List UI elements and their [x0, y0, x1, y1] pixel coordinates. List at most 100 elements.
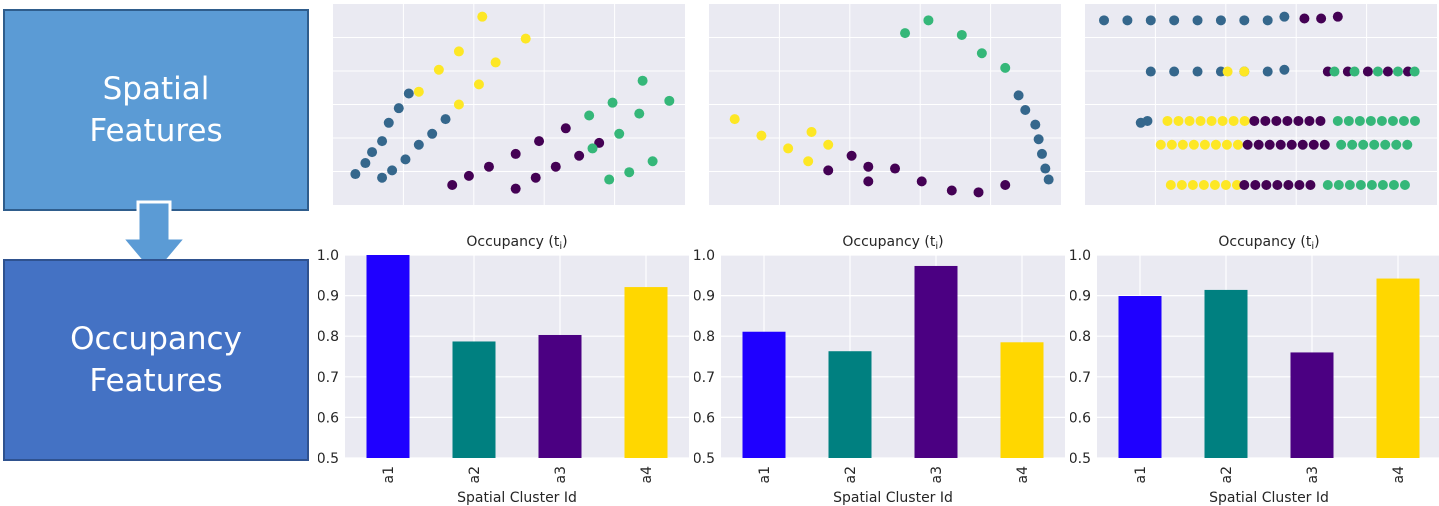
- scatter-point: [1099, 15, 1110, 26]
- scatter-point: [1020, 104, 1031, 115]
- scatter-point: [1366, 180, 1377, 191]
- scatter-point: [550, 161, 561, 172]
- y-tick-label: 0.7: [1070, 370, 1091, 386]
- scatter-point: [823, 139, 834, 150]
- scatter-point: [1145, 66, 1156, 77]
- scatter-point: [1176, 180, 1187, 191]
- bar-a2: [1204, 289, 1248, 458]
- scatter-point: [1192, 15, 1203, 26]
- scatter-point: [823, 165, 834, 176]
- scatter-point: [1188, 139, 1199, 150]
- scatter-point: [1279, 11, 1290, 22]
- scatter-point: [1362, 66, 1373, 77]
- x-tick-label: a3: [1305, 466, 1321, 484]
- scatter-point: [1142, 115, 1153, 126]
- scatter-point: [1286, 139, 1297, 150]
- scatter-point: [433, 64, 444, 75]
- x-tick-label: a1: [1133, 466, 1149, 484]
- scatter-point: [647, 156, 658, 167]
- bar-a4: [1000, 342, 1044, 458]
- scatter-point: [473, 79, 484, 90]
- scatter-point: [1198, 180, 1209, 191]
- y-tick-label: 0.6: [694, 410, 715, 426]
- scatter-point: [490, 57, 501, 68]
- y-tick-label: 0.5: [318, 451, 339, 467]
- scatter-point: [956, 29, 967, 40]
- scatter-point: [916, 176, 927, 187]
- scatter-point: [1239, 115, 1250, 126]
- scatter-point: [377, 136, 388, 147]
- scatter-point: [1239, 15, 1250, 26]
- scatter-point: [1279, 64, 1290, 75]
- y-tick-label: 0.5: [694, 451, 715, 467]
- scatter-plot-2: [709, 4, 1061, 205]
- scatter-point: [607, 97, 618, 108]
- scatter-point: [1398, 115, 1409, 126]
- bar-chart-2: 0.5 0.6 0.7 0.8 0.9 1.0 a1 a2 a3 a4 Occupancy (ti)…: [694, 234, 1065, 506]
- scatter-point: [1013, 90, 1024, 101]
- scatter-point: [1283, 180, 1294, 191]
- scatter-point: [483, 161, 494, 172]
- occupancy-features-box: Occupancy Features: [3, 259, 309, 461]
- scatter-point: [1387, 115, 1398, 126]
- y-tick-label: 0.9: [694, 289, 715, 305]
- scatter-point: [367, 147, 378, 158]
- scatter-point: [846, 150, 857, 161]
- bar-a4: [624, 287, 668, 458]
- bar-a4: [1376, 278, 1420, 458]
- scatter-point: [1187, 180, 1198, 191]
- x-axis-label: Spatial Cluster Id: [833, 490, 953, 506]
- y-tick-label: 0.8: [318, 329, 339, 345]
- scatter-point: [403, 88, 414, 99]
- scatter-point: [1299, 13, 1310, 24]
- scatter-point: [1391, 139, 1402, 150]
- scatter-point: [1272, 180, 1283, 191]
- x-tick-label: a3: [553, 466, 569, 484]
- scatter-point: [1000, 62, 1011, 73]
- scatter-point: [973, 187, 984, 198]
- scatter-point: [756, 130, 767, 141]
- scatter-point: [1222, 66, 1233, 77]
- scatter-point: [624, 167, 635, 178]
- scatter-point: [1305, 180, 1316, 191]
- scatter-point: [1162, 115, 1173, 126]
- scatter-point: [1380, 139, 1391, 150]
- y-tick-label: 0.7: [694, 370, 715, 386]
- scatter-point: [447, 180, 458, 191]
- scatter-point: [1344, 180, 1355, 191]
- scatter-point: [534, 136, 545, 147]
- y-tick-label: 1.0: [1070, 248, 1091, 264]
- scatter-point: [1293, 115, 1304, 126]
- scatter-point: [463, 170, 474, 181]
- y-tick-label: 0.9: [1070, 289, 1091, 305]
- scatter-point: [1271, 115, 1282, 126]
- scatter-point: [440, 114, 451, 125]
- scatter-point: [1355, 180, 1366, 191]
- scatter-point: [413, 139, 424, 150]
- scatter-point: [1329, 66, 1340, 77]
- scatter-point: [1242, 139, 1253, 150]
- y-tick-label: 0.8: [1070, 329, 1091, 345]
- scatter-point: [477, 11, 488, 22]
- y-tick-label: 0.8: [694, 329, 715, 345]
- scatter-point: [1402, 139, 1413, 150]
- scatter-point: [1409, 66, 1420, 77]
- scatter-point: [1169, 66, 1180, 77]
- scatter-point: [594, 137, 605, 148]
- scatter-point: [729, 114, 740, 125]
- scatter-point: [976, 48, 987, 59]
- scatter-point: [1261, 180, 1272, 191]
- x-tick-label: a2: [843, 466, 859, 484]
- scatter-point: [520, 33, 531, 44]
- scatter-point: [1232, 139, 1243, 150]
- scatter-point: [1033, 134, 1044, 145]
- scatter-point: [1399, 180, 1410, 191]
- scatter-point: [863, 161, 874, 172]
- bar-a1: [742, 331, 786, 458]
- scatter-point: [1275, 139, 1286, 150]
- scatter-point: [1145, 15, 1156, 26]
- scatter-point: [1316, 13, 1327, 24]
- scatter-point: [1332, 115, 1343, 126]
- scatter-point: [1376, 115, 1387, 126]
- scatter-point: [1209, 180, 1220, 191]
